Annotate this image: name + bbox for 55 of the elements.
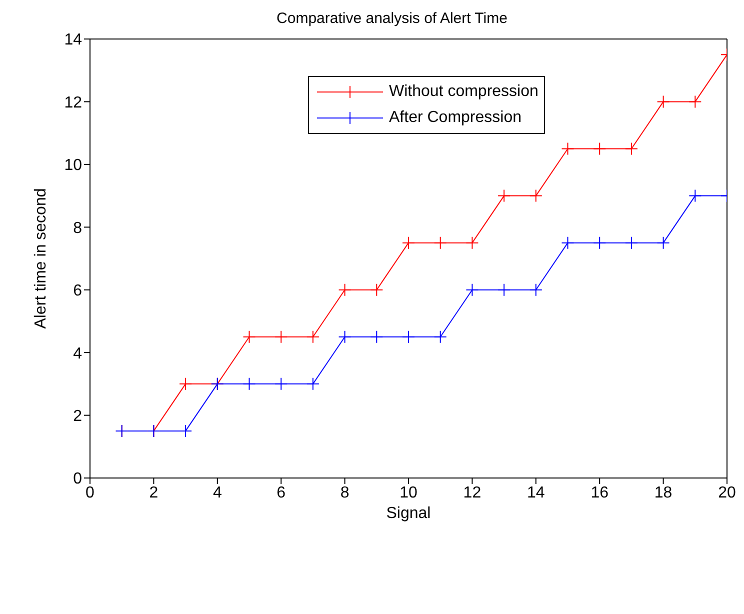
point <box>529 189 542 202</box>
x-tick-label: 6 <box>276 484 286 502</box>
point <box>498 189 511 202</box>
point <box>179 377 192 390</box>
point <box>242 377 256 390</box>
point <box>561 236 574 250</box>
point <box>688 189 702 202</box>
point <box>402 330 415 344</box>
point <box>274 377 288 390</box>
point <box>688 95 702 108</box>
point <box>593 142 606 156</box>
point <box>434 330 447 344</box>
point <box>593 236 606 250</box>
point <box>338 330 352 344</box>
y-tick-label: 8 <box>73 220 82 237</box>
point <box>370 283 384 296</box>
point <box>338 283 352 296</box>
y-tick-label: 14 <box>64 32 82 49</box>
point <box>561 142 574 156</box>
point <box>624 236 638 250</box>
y-tick-label: 6 <box>73 282 82 300</box>
x-axis-title: Signal <box>386 505 431 522</box>
x-tick-label: 2 <box>149 484 158 502</box>
point <box>370 330 384 344</box>
x-tick-label: 18 <box>654 484 672 502</box>
point <box>242 330 256 344</box>
x-tick-label: 16 <box>590 484 609 502</box>
x-tick-label: 14 <box>527 484 545 502</box>
legend-label: Without compression <box>389 83 538 101</box>
x-tick-label: 20 <box>718 484 736 502</box>
x-tick-label: 0 <box>86 484 95 502</box>
point <box>656 236 670 250</box>
point <box>624 142 638 156</box>
y-axis-title: Alert time in second <box>32 188 50 329</box>
point <box>529 283 542 296</box>
point <box>466 236 479 250</box>
point <box>656 95 670 108</box>
y-tick-label: 2 <box>73 408 82 425</box>
x-tick-label: 8 <box>340 484 350 502</box>
y-tick-label: 10 <box>64 157 82 174</box>
y-tick-label: 12 <box>64 94 82 112</box>
point <box>466 283 479 296</box>
point <box>402 236 415 250</box>
point <box>274 330 288 344</box>
y-tick-label: 4 <box>73 345 82 362</box>
x-tick-label: 10 <box>400 484 418 502</box>
point <box>498 283 511 296</box>
x-tick-label: 12 <box>463 484 482 502</box>
legend-label: After Compression <box>389 109 522 127</box>
chart-title: Comparative analysis of Alert Time <box>276 10 508 27</box>
x-tick-label: 4 <box>212 484 222 502</box>
point <box>306 330 320 344</box>
y-tick-label: 0 <box>73 470 82 488</box>
point <box>434 236 447 250</box>
point <box>306 377 320 390</box>
